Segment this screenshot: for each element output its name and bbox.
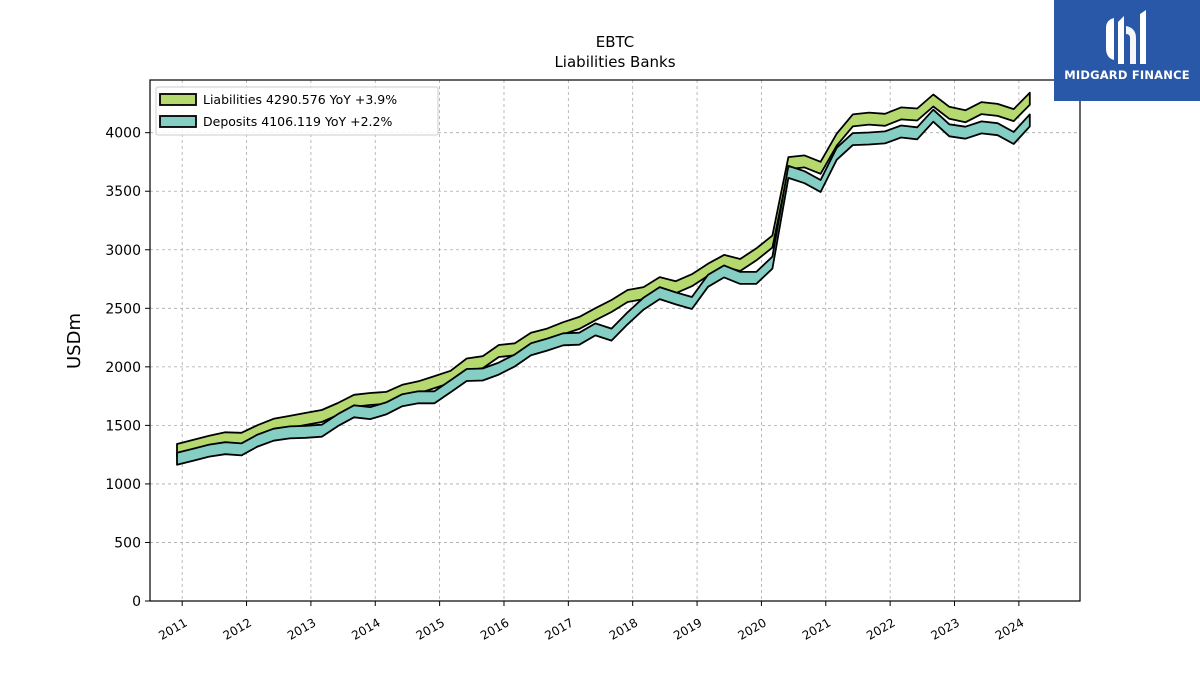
y-tick-label: 0 (132, 594, 141, 610)
series-band-deposits (176, 108, 1031, 466)
x-tick-label: 2018 (607, 615, 640, 642)
legend-label-liabilities: Liabilities 4290.576 YoY +3.9% (203, 92, 397, 107)
legend-box (155, 86, 439, 136)
legend-swatch-liabilities (159, 93, 197, 106)
y-tick-label: 2000 (105, 360, 141, 376)
legend-swatch-deposits (159, 115, 197, 128)
y-tick-label: 3500 (105, 184, 141, 200)
x-tick-label: 2012 (221, 615, 254, 642)
series-layer (176, 91, 1031, 466)
x-tick-label: 2015 (414, 615, 447, 642)
y-axis: 0 500 1000 1500 2000 2500 3000 3500 4000 (105, 126, 150, 610)
y-axis-label: USDm (64, 313, 85, 369)
x-tick-label: 2024 (993, 615, 1026, 642)
x-tick-label: 2021 (800, 615, 833, 642)
plot-frame (149, 79, 1081, 602)
x-tick-label: 2020 (735, 615, 768, 642)
midgard-finance-logo: MIDGARD FINANCE (1054, 0, 1200, 101)
x-tick-label: 2022 (864, 615, 897, 642)
legend: Liabilities 4290.576 YoY +3.9% Deposits … (155, 86, 439, 136)
x-tick-label: 2017 (542, 615, 575, 642)
y-tick-label: 2500 (105, 301, 141, 317)
x-tick-label: 2014 (349, 615, 382, 642)
x-axis: 2011 2012 2013 2014 2015 2016 2017 2018 2019 2020… (156, 601, 1026, 643)
chart-subtitle: Liabilities Banks (554, 53, 675, 71)
y-tick-label: 1500 (105, 418, 141, 434)
y-tick-label: 500 (114, 535, 141, 551)
y-tick-label: 4000 (105, 126, 141, 142)
y-tick-label: 1000 (105, 477, 141, 493)
logo-brand-text: MIDGARD FINANCE (1064, 68, 1190, 82)
legend-label-deposits: Deposits 4106.119 YoY +2.2% (203, 114, 392, 129)
x-tick-label: 2016 (478, 615, 511, 642)
chart-title: EBTC (596, 33, 635, 51)
y-tick-label: 3000 (105, 243, 141, 259)
midgard-logo-icon (1106, 10, 1146, 64)
x-tick-label: 2023 (929, 615, 962, 642)
x-tick-label: 2013 (285, 615, 318, 642)
grid (150, 80, 1080, 602)
x-tick-label: 2019 (671, 615, 704, 642)
series-band-liabilities (176, 91, 1031, 457)
x-tick-label: 2011 (156, 615, 189, 642)
